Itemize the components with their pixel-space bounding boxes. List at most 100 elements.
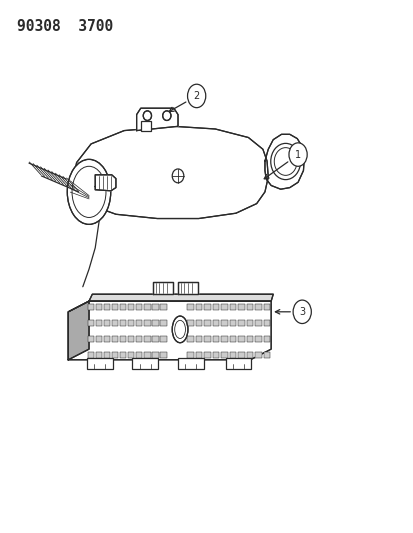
Bar: [229, 352, 235, 358]
Bar: [136, 320, 142, 326]
Bar: [144, 304, 150, 310]
Bar: [160, 320, 166, 326]
Bar: [238, 304, 244, 310]
Bar: [112, 352, 118, 358]
Bar: [263, 336, 270, 342]
Bar: [246, 352, 252, 358]
Polygon shape: [68, 301, 89, 360]
Bar: [152, 336, 158, 342]
Bar: [195, 320, 202, 326]
Bar: [204, 352, 210, 358]
Ellipse shape: [143, 111, 151, 120]
Bar: [96, 336, 102, 342]
Bar: [212, 336, 218, 342]
Polygon shape: [264, 134, 304, 189]
Bar: [128, 304, 134, 310]
Bar: [120, 352, 126, 358]
Bar: [88, 336, 94, 342]
Bar: [88, 352, 94, 358]
Bar: [187, 336, 193, 342]
Bar: [238, 336, 244, 342]
Bar: [120, 336, 126, 342]
Bar: [144, 352, 150, 358]
Polygon shape: [89, 294, 273, 301]
Polygon shape: [178, 282, 197, 294]
Bar: [238, 352, 244, 358]
Circle shape: [292, 300, 311, 324]
Ellipse shape: [172, 316, 188, 343]
Bar: [104, 352, 110, 358]
Bar: [212, 352, 218, 358]
Bar: [255, 320, 261, 326]
Bar: [195, 352, 202, 358]
Bar: [88, 320, 94, 326]
Bar: [246, 304, 252, 310]
Polygon shape: [153, 282, 173, 294]
Bar: [204, 304, 210, 310]
Bar: [152, 320, 158, 326]
Bar: [263, 304, 270, 310]
Bar: [144, 320, 150, 326]
Bar: [112, 304, 118, 310]
Bar: [128, 320, 134, 326]
Bar: [152, 352, 158, 358]
Bar: [136, 352, 142, 358]
Bar: [128, 352, 134, 358]
Bar: [160, 304, 166, 310]
Bar: [195, 304, 202, 310]
Bar: [221, 320, 227, 326]
Bar: [255, 352, 261, 358]
Bar: [229, 336, 235, 342]
Polygon shape: [72, 126, 268, 219]
Bar: [112, 320, 118, 326]
Bar: [140, 121, 151, 131]
Bar: [136, 336, 142, 342]
Bar: [238, 320, 244, 326]
Polygon shape: [68, 301, 271, 360]
Text: 1: 1: [294, 150, 300, 159]
Bar: [187, 320, 193, 326]
Bar: [225, 358, 251, 369]
Bar: [263, 352, 270, 358]
Bar: [229, 304, 235, 310]
Bar: [263, 320, 270, 326]
Bar: [187, 352, 193, 358]
Bar: [104, 336, 110, 342]
Bar: [204, 336, 210, 342]
Bar: [195, 336, 202, 342]
Circle shape: [187, 84, 205, 108]
Bar: [187, 304, 193, 310]
Bar: [212, 320, 218, 326]
Bar: [246, 336, 252, 342]
Bar: [96, 320, 102, 326]
Bar: [178, 358, 203, 369]
Bar: [229, 320, 235, 326]
Bar: [104, 304, 110, 310]
Bar: [120, 304, 126, 310]
Bar: [204, 320, 210, 326]
Polygon shape: [95, 175, 116, 191]
Bar: [160, 352, 166, 358]
Bar: [246, 320, 252, 326]
Bar: [104, 320, 110, 326]
Circle shape: [288, 143, 306, 166]
Bar: [120, 320, 126, 326]
Ellipse shape: [162, 111, 171, 120]
Text: 2: 2: [193, 91, 199, 101]
Bar: [128, 336, 134, 342]
Bar: [152, 304, 158, 310]
Bar: [87, 358, 112, 369]
Bar: [221, 352, 227, 358]
Bar: [255, 304, 261, 310]
Bar: [212, 304, 218, 310]
Text: 90308  3700: 90308 3700: [17, 19, 112, 34]
Ellipse shape: [67, 159, 111, 224]
Bar: [96, 352, 102, 358]
Bar: [136, 304, 142, 310]
Polygon shape: [136, 108, 178, 131]
Text: 3: 3: [299, 307, 304, 317]
Bar: [255, 336, 261, 342]
Bar: [88, 304, 94, 310]
Bar: [221, 336, 227, 342]
Bar: [112, 336, 118, 342]
